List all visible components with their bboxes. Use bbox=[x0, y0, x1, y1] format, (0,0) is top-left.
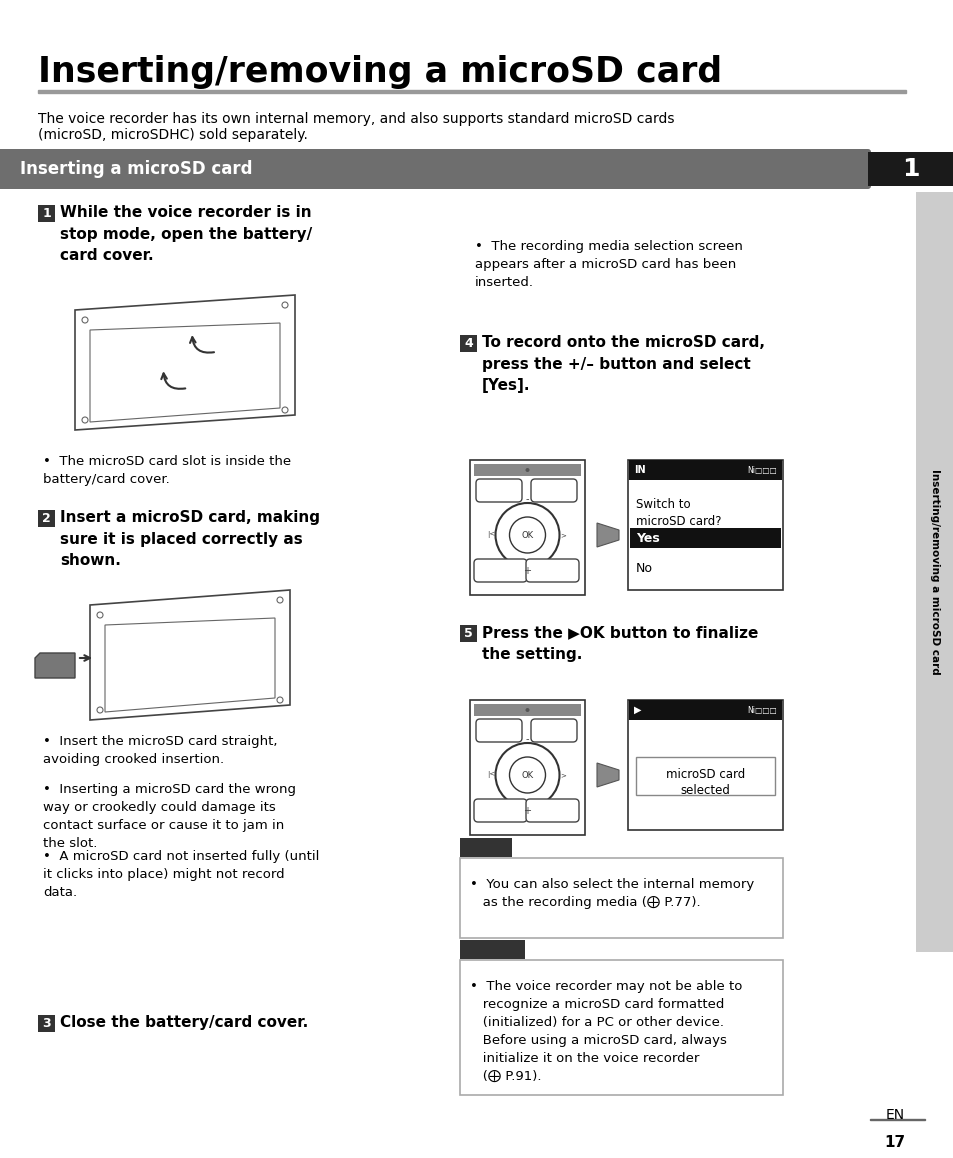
Text: 5: 5 bbox=[464, 626, 473, 640]
Text: |<: |< bbox=[487, 771, 496, 778]
Text: 2: 2 bbox=[42, 512, 51, 525]
FancyBboxPatch shape bbox=[0, 149, 870, 189]
Text: OK: OK bbox=[521, 530, 533, 540]
Bar bbox=[38, 89, 905, 93]
Polygon shape bbox=[35, 653, 75, 677]
Circle shape bbox=[525, 468, 529, 472]
Text: •  The voice recorder may not be able to
   recognize a microSD card formatted
 : • The voice recorder may not be able to … bbox=[470, 980, 741, 1083]
Text: selected: selected bbox=[679, 784, 730, 797]
Text: >: > bbox=[560, 772, 566, 778]
Text: While the voice recorder is in
stop mode, open the battery/
card cover.: While the voice recorder is in stop mode… bbox=[60, 205, 312, 263]
Bar bbox=[459, 940, 524, 959]
Text: Inserting a microSD card: Inserting a microSD card bbox=[20, 160, 253, 178]
Bar bbox=[38, 1016, 55, 1032]
Bar bbox=[470, 699, 584, 835]
Text: Switch to: Switch to bbox=[636, 498, 690, 511]
Bar bbox=[867, 152, 953, 186]
Text: Inserting/removing a microSD card: Inserting/removing a microSD card bbox=[38, 54, 721, 89]
Bar bbox=[459, 960, 782, 1095]
Text: •  The recording media selection screen
appears after a microSD card has been
in: • The recording media selection screen a… bbox=[475, 240, 742, 290]
Text: >: > bbox=[560, 532, 566, 538]
Text: •  You can also select the internal memory
   as the recording media (⨁ P.77).: • You can also select the internal memor… bbox=[470, 878, 754, 909]
Text: OK: OK bbox=[521, 770, 533, 779]
Text: The voice recorder has its own internal memory, and also supports standard micro: The voice recorder has its own internal … bbox=[38, 112, 674, 126]
Text: +: + bbox=[523, 806, 531, 816]
Bar bbox=[38, 205, 55, 222]
Text: (microSD, microSDHC) sold separately.: (microSD, microSDHC) sold separately. bbox=[38, 129, 308, 142]
Text: •  A microSD card not inserted fully (until
it clicks into place) might not reco: • A microSD card not inserted fully (unt… bbox=[43, 850, 319, 899]
FancyBboxPatch shape bbox=[525, 799, 578, 822]
Text: No: No bbox=[636, 562, 652, 576]
Bar bbox=[627, 460, 782, 589]
Text: •  Inserting a microSD card the wrong
way or crookedly could damage its
contact : • Inserting a microSD card the wrong way… bbox=[43, 783, 295, 850]
Bar bbox=[470, 460, 584, 595]
Text: Press the ▶OK button to finalize
the setting.: Press the ▶OK button to finalize the set… bbox=[481, 625, 758, 661]
Text: -: - bbox=[525, 734, 529, 743]
Circle shape bbox=[525, 708, 529, 712]
Text: -: - bbox=[525, 494, 529, 504]
Text: 1: 1 bbox=[902, 157, 919, 181]
Bar bbox=[627, 699, 782, 830]
Text: •  The microSD card slot is inside the
battery/card cover.: • The microSD card slot is inside the ba… bbox=[43, 455, 291, 486]
Bar bbox=[459, 335, 476, 352]
Bar bbox=[474, 704, 580, 716]
Polygon shape bbox=[597, 763, 618, 787]
Bar bbox=[628, 460, 781, 481]
Text: To record onto the microSD card,
press the +/– button and select
[Yes].: To record onto the microSD card, press t… bbox=[481, 335, 764, 394]
Text: Insert a microSD card, making
sure it is placed correctly as
shown.: Insert a microSD card, making sure it is… bbox=[60, 510, 319, 569]
Bar bbox=[628, 699, 781, 720]
Text: NOTE: NOTE bbox=[473, 963, 511, 976]
Bar bbox=[38, 510, 55, 527]
Text: Inserting/removing a microSD card: Inserting/removing a microSD card bbox=[929, 469, 939, 675]
Bar bbox=[915, 192, 953, 952]
Polygon shape bbox=[597, 523, 618, 547]
Bar bbox=[629, 528, 781, 548]
FancyBboxPatch shape bbox=[476, 719, 521, 742]
Text: +: + bbox=[523, 566, 531, 576]
Bar bbox=[459, 838, 512, 857]
Text: Close the battery/card cover.: Close the battery/card cover. bbox=[60, 1016, 308, 1029]
Text: •  Insert the microSD card straight,
avoiding crooked insertion.: • Insert the microSD card straight, avoi… bbox=[43, 735, 277, 765]
Text: microSD card?: microSD card? bbox=[636, 515, 720, 528]
Bar bbox=[459, 858, 782, 938]
Text: 17: 17 bbox=[883, 1135, 904, 1150]
Text: 4: 4 bbox=[464, 337, 473, 350]
Text: 3: 3 bbox=[42, 1017, 51, 1029]
FancyBboxPatch shape bbox=[531, 719, 577, 742]
Text: Yes: Yes bbox=[636, 532, 659, 544]
Text: |<: |< bbox=[487, 532, 496, 538]
Text: 1: 1 bbox=[42, 207, 51, 220]
FancyBboxPatch shape bbox=[525, 559, 578, 582]
FancyBboxPatch shape bbox=[476, 479, 521, 503]
Text: TIP: TIP bbox=[475, 862, 497, 874]
Bar bbox=[459, 625, 476, 642]
Text: ▶: ▶ bbox=[634, 705, 640, 714]
Text: IN: IN bbox=[634, 466, 645, 475]
Bar bbox=[636, 757, 774, 796]
FancyBboxPatch shape bbox=[474, 799, 526, 822]
Text: Ni□□□: Ni□□□ bbox=[746, 466, 776, 475]
Text: EN: EN bbox=[884, 1108, 903, 1122]
Text: Ni□□□: Ni□□□ bbox=[746, 705, 776, 714]
FancyBboxPatch shape bbox=[531, 479, 577, 503]
Bar bbox=[869, 1119, 924, 1120]
Text: microSD card: microSD card bbox=[665, 769, 744, 782]
Bar bbox=[474, 464, 580, 476]
FancyBboxPatch shape bbox=[474, 559, 526, 582]
